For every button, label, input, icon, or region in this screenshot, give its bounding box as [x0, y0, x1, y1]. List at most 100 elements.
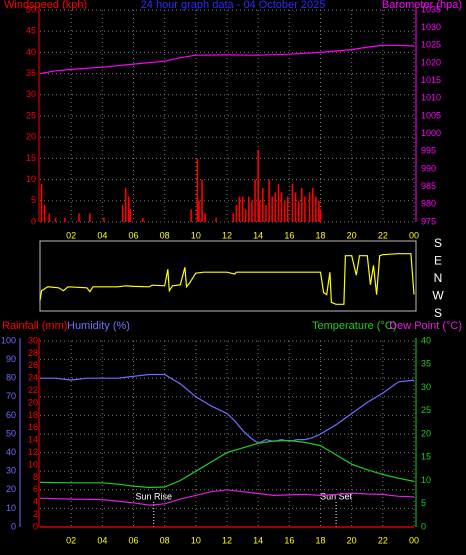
y2-tick-label: 1030 [421, 22, 441, 32]
y-tick-label: 20 [26, 132, 36, 142]
y2-tick-label: 1005 [421, 110, 441, 120]
x-tick-label: 22 [378, 535, 388, 545]
wind-bar [268, 179, 270, 222]
wind-bar [215, 217, 217, 222]
y3-tick-label: 0 [33, 521, 38, 531]
y2-tick-label: 1010 [421, 93, 441, 103]
wind-bar [238, 196, 241, 222]
wind-bar [274, 192, 277, 222]
y-tick-label: 100 [1, 335, 16, 345]
wind-bar [311, 188, 314, 222]
y3-tick-label: 24 [28, 373, 38, 383]
y2-tick-label: 990 [421, 163, 436, 173]
wind-bar [232, 213, 235, 222]
wind-bar [43, 205, 46, 222]
wind-bar [318, 200, 320, 222]
wind-bar [294, 192, 297, 222]
wind-bar [204, 213, 206, 222]
y3-tick-label: 6 [33, 484, 38, 494]
wind-bar [319, 209, 322, 222]
wind-bar [64, 217, 66, 222]
y3-tick-label: 4 [33, 497, 38, 507]
x-tick-label: 16 [284, 535, 294, 545]
x-tick-label: 18 [315, 230, 325, 240]
wind-bar [308, 192, 311, 222]
y-tick-label: 50 [26, 4, 36, 14]
wind-bar [198, 200, 200, 222]
y2-tick-label: 1015 [421, 75, 441, 85]
y3-tick-label: 30 [28, 335, 38, 345]
y-tick-label: 60 [6, 410, 16, 420]
y-tick-label: S [434, 306, 442, 320]
wind-bar [304, 196, 306, 222]
y2-tick-label: 40 [421, 335, 431, 345]
y3-tick-label: 20 [28, 397, 38, 407]
y2-tick-label: 0 [421, 521, 426, 531]
wind-bar [48, 213, 51, 222]
wind-bar [277, 183, 280, 222]
y2-tick-label: 1025 [421, 40, 441, 50]
wind-bar [235, 205, 238, 222]
y-tick-label: 30 [26, 89, 36, 99]
wind-bar [291, 183, 294, 222]
wind-bar [280, 192, 283, 222]
y-tick-label: 10 [6, 503, 16, 513]
wind-bar [297, 200, 300, 222]
y2-tick-label: 10 [421, 475, 431, 485]
x-tick-label: 16 [284, 230, 294, 240]
x-tick-label: 12 [222, 230, 232, 240]
y2-tick-label: 25 [421, 405, 431, 415]
y3-tick-label: 12 [28, 447, 38, 457]
wind-bar [244, 209, 247, 222]
wind-direction-frame [39, 240, 417, 312]
series-line [39, 44, 415, 75]
x-tick-label: 08 [160, 535, 170, 545]
x-tick-label: 10 [191, 230, 201, 240]
y-tick-label: N [434, 271, 443, 285]
x-tick-label: 04 [97, 535, 107, 545]
y3-tick-label: 8 [33, 472, 38, 482]
y-tick-label: 5 [31, 195, 36, 205]
y2-tick-label: 30 [421, 382, 431, 392]
x-tick-label: 00 [409, 535, 419, 545]
y-tick-label: 20 [6, 484, 16, 494]
y3-tick-label: 2 [33, 509, 38, 519]
wind-bar [271, 196, 273, 222]
y3-tick-label: 22 [28, 385, 38, 395]
temperature-label: Temperature (°C) [312, 320, 396, 332]
x-tick-label: 12 [222, 535, 232, 545]
wind-bar [121, 205, 124, 222]
wind-bar [190, 209, 192, 222]
wind-bar [283, 200, 286, 222]
y2-tick-label: 985 [421, 181, 436, 191]
y2-tick-label: 1020 [421, 57, 441, 67]
x-tick-label: 06 [128, 535, 138, 545]
wind-bar [103, 217, 105, 222]
wind-bar [129, 209, 132, 222]
wind-bar [89, 213, 91, 222]
rainfall-label: Rainfall (mm) [2, 320, 67, 332]
y-tick-label: E [434, 254, 442, 268]
y-tick-label: 80 [6, 373, 16, 383]
y3-tick-label: 18 [28, 410, 38, 420]
wind-bar [142, 217, 144, 222]
wind-bar [257, 149, 259, 222]
x-tick-label: 08 [160, 230, 170, 240]
y3-tick-label: 26 [28, 360, 38, 370]
x-tick-label: 14 [253, 535, 263, 545]
series-line [39, 439, 415, 489]
wind-bar [248, 196, 250, 222]
wind-bar [128, 196, 130, 222]
wind-bar [265, 205, 267, 222]
wind-bar [315, 196, 317, 222]
y3-tick-label: 16 [28, 422, 38, 432]
wind-bar [40, 183, 43, 222]
y2-tick-label: 35 [421, 359, 431, 369]
annotation: Sun Set [320, 491, 353, 501]
wind-bar [124, 188, 127, 222]
x-tick-label: 14 [253, 230, 263, 240]
wind-bar [201, 179, 203, 222]
wind-bar [54, 217, 57, 222]
y-tick-label: S [434, 236, 442, 250]
windspeed-label: Windspeed (kph) [4, 0, 87, 11]
